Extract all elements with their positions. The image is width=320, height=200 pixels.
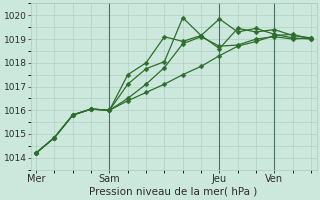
X-axis label: Pression niveau de la mer( hPa ): Pression niveau de la mer( hPa )	[90, 187, 258, 197]
